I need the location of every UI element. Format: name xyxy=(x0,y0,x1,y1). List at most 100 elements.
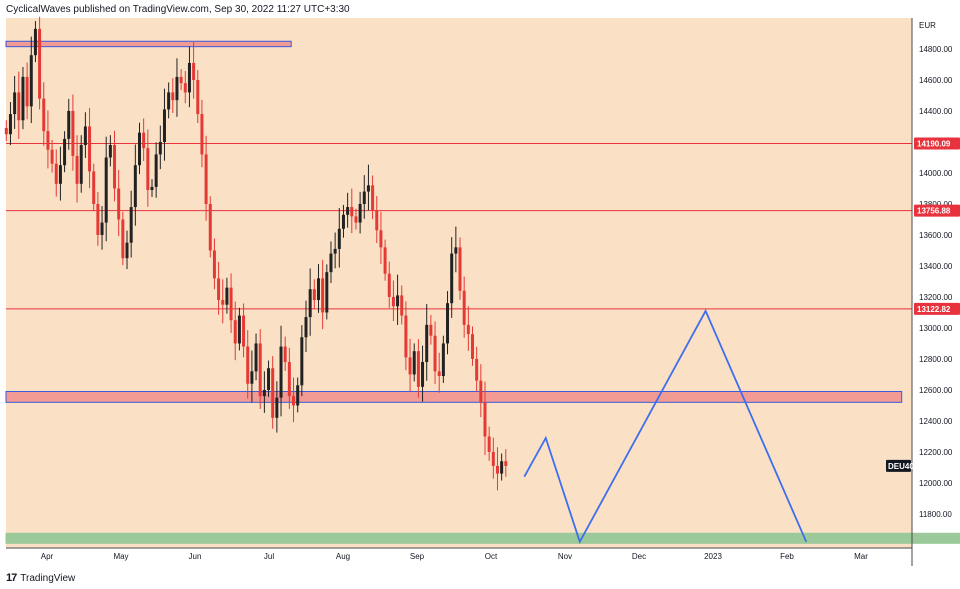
candle-body xyxy=(387,273,391,297)
price-tick-14: 14600.00 xyxy=(919,76,953,85)
candle-body xyxy=(425,324,429,363)
candle-body xyxy=(200,114,204,155)
time-tick-2: Jun xyxy=(189,552,202,561)
candle-body xyxy=(491,451,495,466)
candle-body xyxy=(63,138,67,166)
candle-body xyxy=(54,163,58,184)
price-tick-10: 13800.00 xyxy=(919,200,953,209)
candle-body xyxy=(412,351,416,375)
candle-body xyxy=(221,300,225,305)
zones-layer xyxy=(5,40,960,544)
candle-body xyxy=(454,247,458,254)
price-tick-1: 12000.00 xyxy=(919,479,953,488)
candle-body xyxy=(433,335,437,372)
candle-body xyxy=(38,28,42,99)
candle-body xyxy=(75,155,79,184)
candle-body xyxy=(404,315,408,358)
candle-body xyxy=(242,315,246,347)
level-tag-label-2: 13122.82 xyxy=(917,305,951,314)
candle-body xyxy=(495,465,499,474)
price-tick-0: 11800.00 xyxy=(919,510,952,519)
time-axis-ticks[interactable]: Apr May Jun Jul Aug Sep Oct Nov Dec 2023 Feb Mar xyxy=(41,552,868,561)
candle-body xyxy=(308,289,312,318)
candle-body xyxy=(458,247,462,291)
level-tag-1 xyxy=(914,204,960,217)
candle-body xyxy=(187,62,191,93)
candle-body xyxy=(192,62,196,80)
level-tag-0 xyxy=(914,137,960,150)
candle-body xyxy=(316,278,320,301)
candle-body xyxy=(208,203,212,251)
candle-body xyxy=(171,92,175,101)
candle-body xyxy=(29,55,33,107)
currency-label: EUR xyxy=(919,21,936,30)
tradingview-logo-icon: 17 xyxy=(6,572,17,584)
candle-body xyxy=(462,290,466,325)
candle-body xyxy=(158,141,162,155)
time-tick-9: 2023 xyxy=(704,552,722,561)
candle-body xyxy=(204,154,208,204)
candle-body xyxy=(129,207,133,243)
time-tick-5: Sep xyxy=(410,552,425,561)
candle-body xyxy=(179,76,183,84)
candle-body xyxy=(333,248,337,254)
price-chart[interactable]: EUR 11800.00 12000.00 12200.00 12400.00 1260… xyxy=(0,0,960,572)
candle-body xyxy=(471,334,474,359)
price-axis-ticks[interactable]: 11800.00 12000.00 12200.00 12400.00 12600.00… xyxy=(919,45,953,519)
time-tick-11: Mar xyxy=(854,552,868,561)
projection-path xyxy=(523,308,808,545)
candle-body xyxy=(8,114,12,135)
time-tick-1: May xyxy=(113,552,128,561)
publish-attribution: CyclicalWaves published on TradingView.c… xyxy=(6,4,350,15)
candle-body xyxy=(233,320,237,344)
candle-body xyxy=(25,76,29,107)
candle-body xyxy=(437,371,441,376)
zone-supply xyxy=(5,40,292,48)
candle-body xyxy=(142,132,146,149)
candle-body xyxy=(362,191,366,204)
candle-body xyxy=(292,396,296,406)
candle-body xyxy=(100,222,104,235)
candle-body xyxy=(466,324,470,335)
candle-body xyxy=(146,148,150,191)
candle-body xyxy=(175,76,179,101)
time-tick-4: Aug xyxy=(336,552,350,561)
candle-body xyxy=(58,165,62,184)
candle-body xyxy=(271,368,275,418)
candle-body xyxy=(300,337,304,386)
price-tick-9: 13600.00 xyxy=(919,231,953,240)
candle-body xyxy=(42,98,46,132)
candle-body xyxy=(46,131,50,150)
price-tick-13: 14400.00 xyxy=(919,107,953,116)
candle-body xyxy=(329,253,333,273)
price-tick-5: 12800.00 xyxy=(919,355,953,364)
candle-body xyxy=(441,343,445,376)
candle-body xyxy=(125,242,129,259)
zone-support xyxy=(5,390,903,403)
price-tick-15: 14800.00 xyxy=(919,45,953,54)
candle-body xyxy=(450,253,454,304)
candle-body xyxy=(354,216,358,223)
candle-body xyxy=(416,351,420,387)
candle-body xyxy=(379,230,383,248)
candle-body xyxy=(341,214,345,229)
candle-body xyxy=(279,346,283,398)
candle-body xyxy=(13,92,17,115)
price-tick-2: 12200.00 xyxy=(919,448,953,457)
candle-body xyxy=(383,247,387,274)
time-tick-0: Apr xyxy=(41,552,54,561)
brand-name: TradingView xyxy=(20,572,76,584)
candle-body xyxy=(88,126,92,172)
candle-body xyxy=(254,343,258,372)
candle-body xyxy=(108,145,112,158)
candle-body xyxy=(258,343,262,397)
level-tag-label-1: 13756.88 xyxy=(917,207,951,216)
candle-body xyxy=(162,109,166,142)
footer: 17 TradingView xyxy=(6,572,75,584)
candle-body xyxy=(196,79,200,115)
candle-body xyxy=(321,278,325,313)
candle-body xyxy=(346,207,350,215)
candle-body xyxy=(479,380,483,403)
candle-body xyxy=(504,461,508,466)
candle-body xyxy=(287,362,291,397)
